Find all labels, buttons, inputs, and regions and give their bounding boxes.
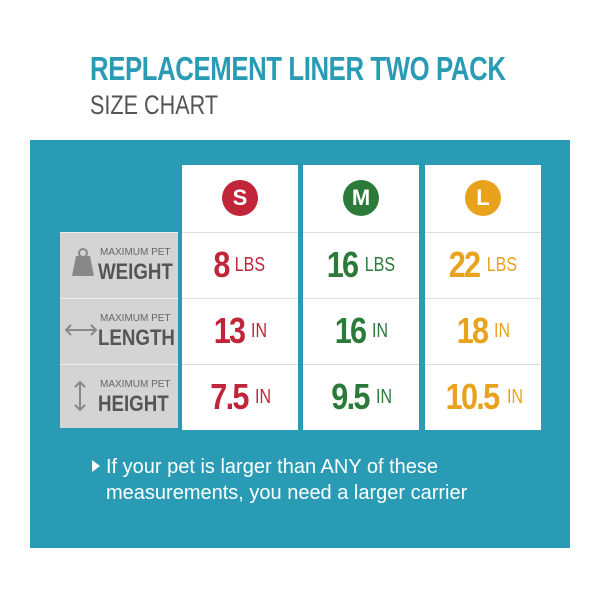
cell-unit: LBS [486,253,517,276]
size-cell: 10.5 IN [425,364,541,429]
cell-unit: IN [254,385,271,408]
row-name: HEIGHT [98,391,169,416]
row-label: MAXIMUM PET WEIGHT [60,232,178,297]
cell-unit: LBS [364,253,395,276]
cell-value: 8 [212,244,230,285]
size-cell: 8 LBS [182,232,298,297]
row-name: WEIGHT [98,259,173,284]
cell-unit: LBS [234,253,265,276]
cell-unit: IN [375,385,392,408]
height-icon [74,380,86,412]
weight-icon [72,256,94,276]
cell-value: 9.5 [331,376,371,417]
row-name: LENGTH [98,325,175,350]
cell-value: 7.5 [210,376,250,417]
row-caption: MAXIMUM PET [100,379,171,390]
cell-value: 13 [214,310,246,351]
size-cell: 16 IN [303,298,419,363]
cell-unit: IN [506,385,523,408]
size-badge: S [222,180,258,216]
subtitle: SIZE CHART [90,90,219,120]
size-cell: 16 LBS [303,232,419,297]
cell-value: 22 [448,244,480,285]
title: REPLACEMENT LINER TWO PACK [90,50,506,87]
size-cell: 13 IN [182,298,298,363]
note: If your pet is larger than ANY of these … [106,456,468,504]
bullet [92,460,100,472]
cell-value: 16 [335,310,367,351]
size-cell: 18 IN [425,298,541,363]
row-label: MAXIMUM PET LENGTH [60,298,178,363]
cell-value: 16 [326,244,358,285]
cell-unit: IN [371,319,388,342]
cell-unit: IN [250,319,267,342]
row-caption: MAXIMUM PET [100,247,171,258]
size-badge: L [465,180,501,216]
size-cell: 9.5 IN [303,364,419,429]
weight-icon-handle [78,248,88,258]
size-column: M 16 LBS 16 IN 9.5 IN [303,165,419,430]
size-cell: 7.5 IN [182,364,298,429]
cell-value: 18 [457,310,489,351]
size-column: S 8 LBS 13 IN 7.5 IN [182,165,298,430]
cell-value: 10.5 [446,376,500,417]
size-cell: 22 LBS [425,232,541,297]
cell-unit: IN [493,319,510,342]
row-label: MAXIMUM PET HEIGHT [60,364,178,429]
size-badge: M [343,180,379,216]
row-caption: MAXIMUM PET [100,313,171,324]
size-column: L 22 LBS 18 IN 10.5 IN [425,165,541,430]
length-icon [64,324,98,336]
